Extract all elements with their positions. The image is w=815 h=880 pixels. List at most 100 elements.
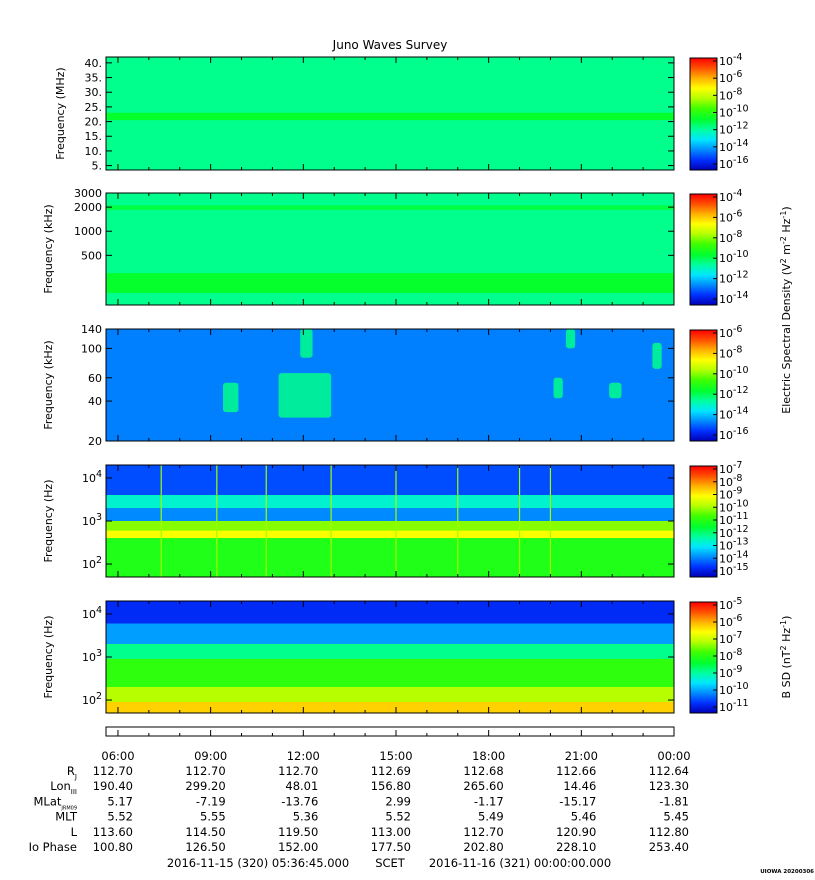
- y-tick-label: 20.: [85, 116, 103, 129]
- ephemeris-value: 112.69: [371, 764, 411, 778]
- colorbar-tick-label: 10-16: [719, 155, 749, 171]
- spectrogram-band: [106, 465, 674, 496]
- ephemeris-value: 112.66: [556, 764, 596, 778]
- emission-burst: [609, 382, 622, 399]
- ephemeris-value: -7.19: [196, 794, 226, 808]
- ephemeris-value: 190.40: [93, 779, 133, 793]
- colorbar-tick-label: 10-14: [719, 290, 749, 306]
- y-tick-label: 35.: [85, 72, 103, 85]
- ephemeris-value: 5.55: [200, 810, 226, 824]
- ephemeris-value: 5.46: [571, 810, 597, 824]
- colorbar-tick-label: 10-10: [719, 104, 749, 120]
- ephemeris-row-label: LonIII: [50, 779, 77, 796]
- colorbar-tick-label: 10-6: [719, 324, 742, 340]
- colorbar-tick-label: 10-15: [719, 562, 749, 578]
- colorbar-label: B SD (nT2 Hz-1): [779, 616, 793, 699]
- ephemeris-row-label: MLT: [55, 810, 78, 824]
- ephemeris-value: 123.30: [649, 779, 689, 793]
- colorbar-tick-label: 10-5: [719, 596, 742, 612]
- ephemeris-value: 177.50: [371, 840, 411, 854]
- y-tick-label: 60: [88, 372, 102, 385]
- spectrogram-band: [106, 205, 674, 210]
- spectrogram-band: [106, 658, 674, 688]
- colorbar-tick-label: 10-10: [719, 365, 749, 381]
- spectrogram-band: [106, 273, 674, 293]
- spectrogram-background: [106, 329, 674, 441]
- ephemeris-value: 120.90: [556, 825, 596, 839]
- y-tick-label: 103: [82, 648, 102, 664]
- colorbar-tick-label: 10-9: [719, 486, 742, 502]
- time-axis-label: 18:00: [472, 749, 505, 763]
- colorbar-tick-label: 10-16: [719, 426, 749, 442]
- y-tick-label: 1000: [74, 225, 102, 238]
- ephemeris-value: 5.17: [107, 794, 133, 808]
- time-axis-label: 15:00: [379, 749, 412, 763]
- y-tick-label: 25.: [85, 101, 103, 114]
- y-tick-label: 40: [88, 395, 102, 408]
- y-tick-label: 40.: [85, 57, 103, 70]
- ephemeris-value: 202.80: [463, 840, 503, 854]
- colorbar-tick-label: 10-8: [719, 344, 742, 360]
- colorbar-tick-label: 10-13: [719, 537, 749, 553]
- panel-1: 5. 10. 15.20. 25. 30.35. 40. Frequency (MHz) 10…: [54, 52, 749, 173]
- panel-frame: [105, 192, 675, 306]
- ephemeris-value: 156.80: [371, 779, 411, 793]
- colorbar: [689, 329, 718, 442]
- ephemeris-value: 14.46: [563, 779, 596, 793]
- y-tick-label: 500: [81, 249, 102, 262]
- ephemeris-value: 119.50: [278, 825, 318, 839]
- colorbar-tick-label: 10-8: [719, 647, 742, 663]
- ephemeris-value: 112.70: [93, 764, 133, 778]
- colorbar-tick-label: 10-6: [719, 613, 742, 629]
- y-tick-label: 103: [82, 512, 102, 528]
- emission-burst: [652, 342, 662, 369]
- emission-burst: [222, 382, 239, 413]
- time-axis-label: 21:00: [565, 749, 598, 763]
- colorbar: [689, 465, 718, 578]
- figure-title: Juno Waves Survey: [332, 38, 448, 52]
- ephemeris-value: 112.70: [463, 825, 503, 839]
- colorbar-tick-label: 10-6: [719, 208, 742, 224]
- y-axis-label: Frequency (kHz): [42, 204, 55, 293]
- colorbar-tick-label: 10-4: [719, 188, 742, 204]
- ephemeris-value: 100.80: [93, 840, 133, 854]
- colorbar-tick-label: 10-10: [719, 681, 749, 697]
- ephemeris-value: 112.64: [649, 764, 689, 778]
- ephemeris-value: 113.60: [93, 825, 133, 839]
- ephemeris-value: 48.01: [285, 779, 318, 793]
- y-tick-label: 3000: [74, 187, 102, 200]
- time-axis-label: 06:00: [101, 749, 134, 763]
- ephemeris-value: 5.36: [293, 810, 319, 824]
- spectrogram-band: [106, 508, 674, 521]
- time-axis-label: 00:00: [657, 749, 690, 763]
- y-axis-label: Frequency (kHz): [42, 340, 55, 429]
- emission-burst: [553, 377, 563, 399]
- y-tick-label: 20: [88, 435, 102, 448]
- y-tick-label: 15.: [85, 130, 103, 143]
- ephemeris-value: 265.60: [463, 779, 503, 793]
- spectrogram-band: [106, 623, 674, 645]
- y-tick-label: 104: [82, 469, 102, 485]
- spectrogram-panels: 5. 10. 15.20. 25. 30.35. 40. Frequency (MHz) 10…: [42, 52, 793, 714]
- y-tick-label: 30.: [85, 86, 103, 99]
- panel-3: 20 40 60 100 140 Frequency (kHz) 10-6 10-8 10-10…: [42, 206, 793, 448]
- colorbar-label: Electric Spectral Density (V2 m-2 Hz-1): [779, 206, 793, 413]
- colorbar-tick-label: 10-10: [719, 498, 749, 514]
- footer-end-time: 2016-11-16 (321) 00:00:00.000: [429, 856, 611, 870]
- colorbar-tick-label: 10-8: [719, 229, 742, 245]
- ephemeris-value: 126.50: [185, 840, 225, 854]
- spectrogram-band: [106, 687, 674, 703]
- ephemeris-table: 06:00 09:00 12:00 15:00 18:00 21:00 00:00 RJ 112…: [29, 749, 691, 854]
- y-tick-label: 2000: [74, 201, 102, 214]
- ephemeris-row-label: L: [71, 825, 78, 839]
- ephemeris-value: 2.99: [385, 794, 411, 808]
- ephemeris-value: 5.52: [385, 810, 411, 824]
- time-axis-label: 12:00: [287, 749, 320, 763]
- colorbar-tick-label: 10-8: [719, 473, 742, 489]
- y-tick-label: 100: [81, 342, 102, 355]
- spectrogram-band: [106, 644, 674, 659]
- emission-burst: [278, 373, 332, 418]
- y-tick-label: 5.: [92, 160, 103, 173]
- time-axis-label: 09:00: [194, 749, 227, 763]
- panel-frame: [105, 56, 675, 171]
